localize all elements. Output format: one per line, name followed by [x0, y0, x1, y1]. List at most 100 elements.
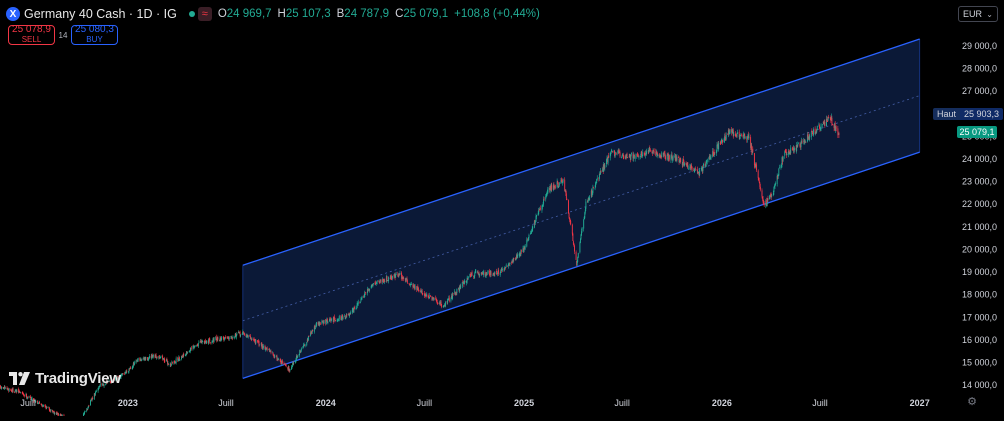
- candle-body: [252, 339, 253, 340]
- candle-body: [198, 343, 199, 346]
- open-value: 24 969,7: [227, 8, 272, 20]
- candle-body: [206, 341, 207, 344]
- candle-body: [460, 286, 461, 289]
- candle-body: [92, 398, 93, 400]
- candle-body: [343, 317, 344, 319]
- symbol-title[interactable]: Germany 40 Cash · 1D · IG: [24, 7, 177, 21]
- candle-body: [161, 356, 162, 357]
- last-price-tag: 25 079,1: [957, 126, 997, 138]
- candle-body: [817, 126, 818, 130]
- candle-body: [650, 150, 651, 152]
- candle-body: [601, 171, 602, 172]
- parallel-channel[interactable]: [243, 39, 920, 378]
- candle-body: [811, 132, 812, 137]
- time-tick-label: Juill: [417, 398, 433, 408]
- candle-body: [570, 221, 571, 225]
- candle-body: [5, 387, 6, 388]
- candle-body: [271, 351, 272, 353]
- candle-body: [209, 338, 210, 342]
- candle-body: [149, 356, 150, 358]
- close-label: C: [395, 8, 403, 20]
- buy-price: 25 080,3: [75, 25, 114, 35]
- candle-body: [529, 235, 530, 238]
- candle-body: [350, 312, 351, 314]
- candle-body: [790, 148, 791, 153]
- candle-body: [832, 124, 833, 125]
- candle-body: [346, 314, 347, 315]
- candle-body: [409, 283, 410, 284]
- candle-body: [85, 411, 86, 412]
- candle-body: [494, 272, 495, 274]
- price-tick-label: 27 000,0: [962, 86, 997, 96]
- candle-body: [595, 188, 596, 189]
- candle-body: [138, 358, 139, 360]
- candle-body: [768, 198, 769, 200]
- candle-body: [497, 273, 498, 274]
- candle-body: [50, 409, 51, 411]
- candle-body: [259, 345, 260, 346]
- candle-body: [198, 342, 199, 343]
- candle-body: [274, 356, 275, 358]
- candle-body: [47, 407, 48, 408]
- candle-body: [229, 338, 230, 340]
- candle-body: [449, 298, 450, 301]
- candle-body: [809, 136, 810, 139]
- candle-body: [324, 320, 325, 324]
- candle-body: [839, 133, 840, 135]
- candle-body: [805, 142, 806, 143]
- candle-body: [369, 289, 370, 290]
- candle-body: [525, 246, 526, 249]
- candle-body: [576, 252, 577, 260]
- buy-button[interactable]: 25 080,3 BUY: [71, 25, 118, 45]
- gear-icon[interactable]: ⚙: [966, 396, 978, 408]
- sell-label: SELL: [22, 35, 42, 45]
- candle-body: [293, 363, 294, 364]
- candle-body: [388, 277, 389, 281]
- channel-fill: [243, 39, 920, 378]
- data-status-icon[interactable]: ≈: [198, 7, 212, 21]
- candle-body: [90, 400, 91, 405]
- candle-body: [171, 365, 172, 366]
- candle-body: [84, 412, 85, 414]
- price-tick-label: 24 000,0: [962, 154, 997, 164]
- candle-body: [221, 337, 222, 340]
- currency-select[interactable]: EUR ⌄: [958, 6, 998, 22]
- candle-body: [202, 341, 203, 342]
- candle-body: [532, 227, 533, 228]
- candle-body: [445, 302, 446, 306]
- candle-body: [487, 272, 488, 275]
- time-tick-label: 2027: [910, 398, 930, 408]
- sell-button[interactable]: 25 078,9 SELL: [8, 25, 55, 45]
- candle-body: [403, 278, 404, 279]
- candle-body: [441, 306, 442, 307]
- candle-body: [396, 274, 397, 275]
- candle-body: [286, 365, 287, 366]
- candle-body: [373, 283, 374, 284]
- candle-body: [474, 273, 475, 276]
- high-price-tag: Haut 25 903,3: [933, 108, 1003, 120]
- tradingview-logo[interactable]: TradingView: [9, 370, 121, 387]
- candle-body: [828, 117, 829, 118]
- candle-body: [450, 300, 451, 301]
- candle-body: [282, 361, 283, 364]
- candle-body: [475, 272, 476, 273]
- candle-body: [536, 215, 537, 217]
- candle-body: [737, 134, 738, 136]
- candle-body: [802, 141, 803, 142]
- candle-body: [824, 122, 825, 126]
- price-axis[interactable]: 14 000,015 000,016 000,017 000,018 000,0…: [962, 41, 997, 390]
- time-tick-label: Juill: [20, 398, 36, 408]
- candle-body: [714, 152, 715, 153]
- exchange-icon[interactable]: X: [6, 7, 20, 21]
- high-value: 25 107,3: [286, 8, 331, 20]
- candle-body: [502, 269, 503, 270]
- logo-text: TradingView: [35, 370, 121, 387]
- candle-body: [510, 263, 511, 264]
- candle-body: [816, 130, 817, 132]
- channel-middle-line: [243, 96, 920, 321]
- candle-body: [392, 276, 393, 279]
- candle-body: [384, 281, 385, 282]
